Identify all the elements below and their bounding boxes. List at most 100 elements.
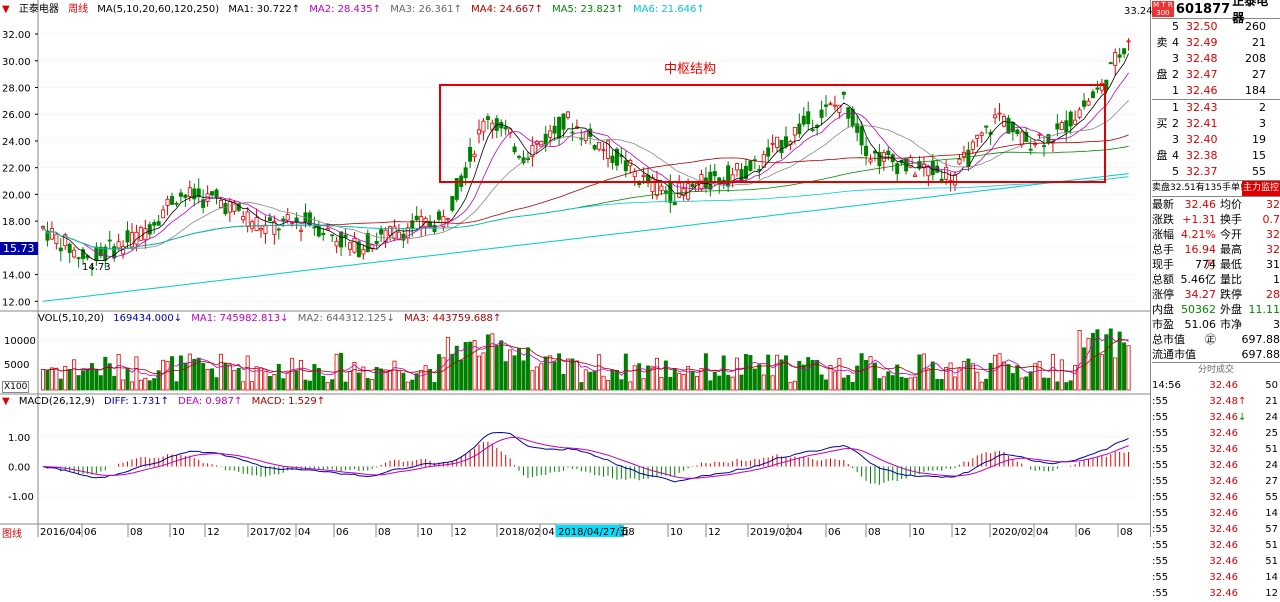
candle xyxy=(94,246,99,261)
candle xyxy=(610,155,615,163)
volume-bar xyxy=(1028,371,1033,391)
volume-bar xyxy=(948,362,953,391)
level: 5 xyxy=(1172,165,1179,178)
stat-row: 最新 32.46 均价 32 xyxy=(1152,198,1280,211)
low-price-label: 14.73 xyxy=(82,262,111,273)
stat-row: 总额 5.46亿 量比 1 xyxy=(1152,273,1280,286)
volume-bar xyxy=(396,370,401,391)
candle xyxy=(436,211,441,220)
volume-bar xyxy=(156,370,161,391)
candle xyxy=(1073,119,1078,125)
kline-chart[interactable]: 32.00 30.00 28.00 26.00 24.00 22.00 20.00 18.00… xyxy=(0,0,1150,537)
x-tick-label: 04 xyxy=(298,527,311,537)
volume-bar xyxy=(534,366,539,391)
candle xyxy=(601,149,606,152)
side-label xyxy=(1152,132,1172,148)
x-tick-label: 04 xyxy=(790,527,803,537)
volume-bar xyxy=(761,374,766,391)
order-book-row[interactable]: 3 32.40 19 xyxy=(1152,132,1280,148)
volume-bar xyxy=(935,378,940,391)
volume-bar xyxy=(374,366,379,391)
volume-bar xyxy=(699,368,704,391)
volume-bar xyxy=(904,377,909,391)
volume-bar xyxy=(565,358,570,391)
candle xyxy=(356,241,361,257)
order-book-row[interactable]: 3 32.48 208 xyxy=(1152,51,1280,67)
volume-bar xyxy=(1055,381,1060,391)
x-tick-label: 06 xyxy=(84,527,97,537)
volume-bar xyxy=(779,359,784,391)
candle xyxy=(241,216,246,221)
x-tick-label: 10 xyxy=(172,527,185,537)
price: 32.43 xyxy=(1186,101,1218,114)
candle xyxy=(263,224,268,234)
chart-tab[interactable]: 图线 xyxy=(2,529,22,540)
volume-bar xyxy=(205,369,210,391)
order-book-row[interactable]: 1 32.43 2 xyxy=(1152,100,1280,116)
candle xyxy=(223,203,228,215)
candle xyxy=(1042,145,1047,148)
candle xyxy=(361,249,366,255)
candle xyxy=(1055,123,1060,130)
order-book-row[interactable]: 5 32.50 260 xyxy=(1152,19,1280,35)
volume-bar xyxy=(410,379,415,391)
candle xyxy=(677,182,682,198)
ma1-value: MA1: 30.722↑ xyxy=(228,4,301,15)
candle xyxy=(1010,121,1015,133)
order-book-row[interactable]: 1 32.46 184 xyxy=(1152,83,1280,99)
y-tick-label: 32.00 xyxy=(2,30,31,41)
order-book-row[interactable]: 5 32.37 55 xyxy=(1152,164,1280,180)
candle xyxy=(201,199,206,208)
tick-list[interactable]: 14:56 32.46 50:55 32.48 ↑ 21:55 32.46 ↓ 24:55 32.… xyxy=(1152,378,1280,602)
volume-bar xyxy=(650,366,655,391)
volume-bar xyxy=(472,340,477,391)
tick-row: :55 32.46 57 xyxy=(1152,524,1278,535)
volume-bar xyxy=(646,365,651,391)
x-tick-label: 04 xyxy=(542,527,555,537)
volume-bar xyxy=(76,375,81,391)
volume-bar xyxy=(543,356,548,391)
stat-row: 涨停 34.27 跌停 28 xyxy=(1152,288,1280,301)
tick-row: :55 32.46 51 xyxy=(1152,540,1278,551)
candle xyxy=(347,242,352,250)
volume-bar xyxy=(405,381,410,391)
stat-row: 涨幅 4.21% 今开 32 xyxy=(1152,228,1280,241)
stat-row: 内盘 50362 外盘 11.11 xyxy=(1152,303,1280,316)
candle xyxy=(512,146,517,153)
candle xyxy=(1077,109,1082,118)
level: 2 xyxy=(1172,117,1179,130)
order-book-row[interactable]: 卖 4 32.49 21 xyxy=(1152,35,1280,51)
macd-panel-header: ▼ MACD(26,12,9) DIFF: 1.731↑ DEA: 0.987↑… xyxy=(2,396,331,409)
volume-bar xyxy=(281,378,286,391)
candle xyxy=(997,112,1002,115)
volume-bar xyxy=(930,361,935,391)
volume-bar xyxy=(966,358,971,391)
stat-row: 总手 16.94万 最高 32 xyxy=(1152,243,1280,271)
order-book-row[interactable]: 买 2 32.41 3 xyxy=(1152,116,1280,132)
candle xyxy=(775,136,780,148)
candle xyxy=(196,188,201,198)
volume: 27 xyxy=(1252,68,1266,81)
volume-bar xyxy=(632,365,637,391)
volume-bar xyxy=(846,375,851,391)
order-alert[interactable]: 卖盘32.51有135手单! 主力监控 xyxy=(1152,181,1280,196)
x-tick-label: 2017/02 xyxy=(250,527,292,537)
kline-chart-area[interactable]: 32.00 30.00 28.00 26.00 24.00 22.00 20.00 18.00… xyxy=(0,0,1153,540)
volume-bar xyxy=(637,363,642,391)
volume-bar xyxy=(450,353,455,391)
candle xyxy=(98,246,103,256)
order-book-row[interactable]: 盘 2 32.47 27 xyxy=(1152,67,1280,83)
candle xyxy=(970,141,975,150)
x-tick-label: 10 xyxy=(420,527,433,537)
volume-bar xyxy=(303,379,308,391)
alert-tag: 主力监控 xyxy=(1241,181,1280,196)
vol-panel-header: VOL(5,10,20) 169434.000↓ MA1: 745982.813… xyxy=(38,313,507,326)
volume-bar xyxy=(67,369,72,391)
volume-bar xyxy=(819,374,824,391)
volume-bar xyxy=(379,368,384,391)
volume-bar xyxy=(752,368,757,391)
volume-bar xyxy=(663,360,668,391)
pivot-annotation: 中枢结构 xyxy=(664,62,717,77)
period-label[interactable]: 周线 xyxy=(68,4,89,15)
order-book-row[interactable]: 盘 4 32.38 15 xyxy=(1152,148,1280,164)
